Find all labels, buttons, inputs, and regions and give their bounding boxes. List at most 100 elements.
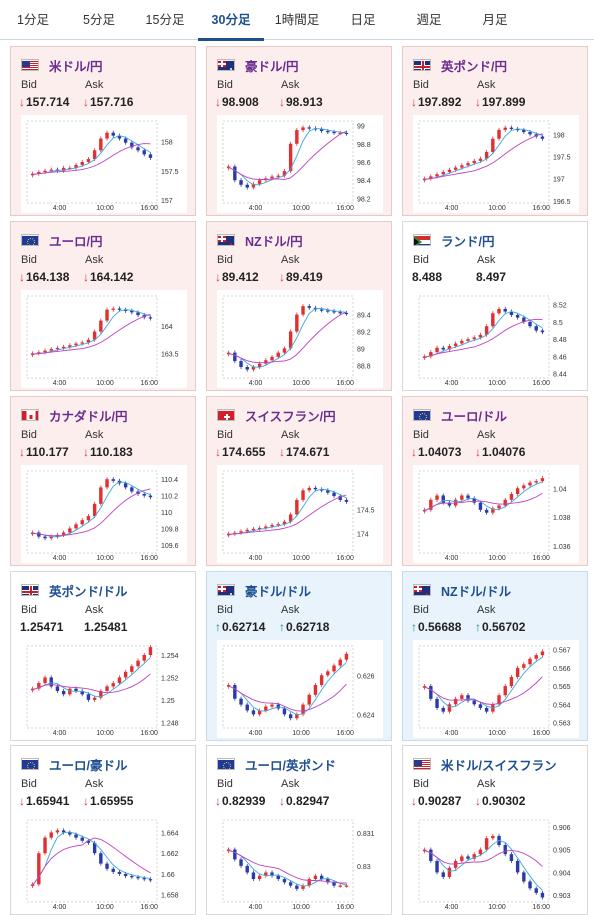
candle: [282, 348, 287, 353]
bid-label: Bid: [21, 79, 37, 91]
x-tick-label: 4:00: [53, 730, 67, 737]
candle: [441, 707, 445, 712]
price-chart[interactable]: 158 157.5 157 4:00 10:00 16:00: [21, 115, 187, 213]
candle: [429, 176, 433, 179]
price-chart[interactable]: 89.4 89.2 89 88.8 4:00 10:00 16:00: [217, 290, 383, 388]
price-chart[interactable]: 99 98.8 98.6 98.4 98.2 4:00 10:00 16:00: [217, 115, 383, 213]
price-chart[interactable]: 0.831 0.83 4:00 10:00 16:00: [217, 814, 383, 912]
rate-card[interactable]: 英ポンド/円 Bid Ask ↓197.892 ↓197.899 198 197.5 197 1…: [402, 46, 588, 216]
currency-flag-icon: [413, 59, 431, 71]
y-tick-label: 109.8: [161, 526, 179, 533]
currency-pair-name[interactable]: ユーロ/英ポンド: [245, 758, 336, 773]
rate-card[interactable]: ランド/円 Bid Ask 8.488 8.497 8.52 8.5 8.48 8.46 8.44…: [402, 221, 588, 391]
bid-value: ↓174.655: [215, 445, 265, 459]
rate-card[interactable]: 豪ドル/ドル Bid Ask ↑0.62714 ↑0.62718 0.626 0.624 4:…: [206, 571, 392, 741]
rate-card[interactable]: 豪ドル/円 Bid Ask ↓98.908 ↓98.913 99 98.8 98.6 98.4 9…: [206, 46, 392, 216]
price-chart[interactable]: 0.626 0.624 4:00 10:00 16:00: [217, 640, 383, 738]
tab-7[interactable]: 月足: [482, 13, 508, 27]
moving-average-long: [424, 318, 543, 358]
candle: [123, 138, 128, 143]
currency-pair-name[interactable]: スイスフラン/円: [245, 409, 336, 424]
candle: [515, 488, 520, 495]
candle: [344, 885, 349, 887]
ask-label: Ask: [85, 254, 104, 266]
rate-card[interactable]: ユーロ/円 Bid Ask ↓164.138 ↓164.142 164 163.5 4:00 1…: [10, 221, 196, 391]
candle: [130, 666, 134, 672]
price-chart[interactable]: 1.664 1.662 1.66 1.658 4:00 10:00 16:00: [21, 814, 187, 912]
bid-label: Bid: [217, 604, 233, 616]
rate-card[interactable]: 米ドル/円 Bid Ask ↓157.714 ↓157.716 158 157.5 157 4:…: [10, 46, 196, 216]
tab-3[interactable]: 30分足: [198, 0, 264, 41]
candle: [338, 132, 342, 135]
price-chart[interactable]: 110.4 110.2 110 109.8 109.6 4:00 10:00 16:00: [21, 465, 187, 563]
rate-card[interactable]: スイスフラン/円 Bid Ask ↓174.655 ↓174.671 174.5 174 4:…: [206, 396, 392, 566]
y-tick-label: 98.2: [357, 196, 371, 203]
tab-0[interactable]: 1分足: [17, 13, 49, 27]
candle: [37, 171, 41, 174]
moving-average-long: [228, 683, 347, 712]
rate-card[interactable]: ユーロ/ドル Bid Ask ↓1.04073 ↓1.04076 1.04 1.038 1.0…: [402, 396, 588, 566]
currency-pair-name[interactable]: 米ドル/スイスフラン: [441, 758, 557, 773]
candle: [429, 352, 433, 357]
price-chart[interactable]: 8.52 8.5 8.48 8.46 8.44 4:00 10:00 16:00: [413, 290, 579, 388]
candle: [301, 306, 305, 315]
price-chart[interactable]: 1.254 1.252 1.25 1.248 4:00 10:00 16:00: [21, 640, 187, 738]
currency-pair-name[interactable]: 米ドル/円: [49, 59, 103, 74]
candle: [528, 658, 532, 665]
tab-1[interactable]: 5分足: [83, 13, 115, 27]
rate-card[interactable]: カナダドル/円 Bid Ask ↓110.177 ↓110.183 110.4 110.2 1…: [10, 396, 196, 566]
ask-label: Ask: [477, 254, 496, 266]
y-tick-label: 163.5: [161, 351, 179, 358]
candle: [528, 881, 532, 889]
candle: [233, 849, 237, 860]
currency-pair-name[interactable]: NZドル/円: [245, 234, 303, 249]
currency-pair-name[interactable]: ユーロ/ドル: [441, 409, 507, 424]
candle: [276, 875, 280, 880]
price-chart[interactable]: 1.04 1.038 1.036 4:00 10:00 16:00: [413, 465, 579, 563]
price-chart[interactable]: 198 197.5 197 196.5 4:00 10:00 16:00: [413, 115, 579, 213]
currency-pair-name[interactable]: カナダドル/円: [49, 409, 128, 424]
rate-card[interactable]: 英ポンド/ドル Bid Ask 1.25471 1.25481 1.254 1.252 1.2…: [10, 571, 196, 741]
rate-card[interactable]: ユーロ/英ポンド Bid Ask ↓0.82939 ↓0.82947 0.831 0.83 4…: [206, 745, 392, 915]
candle: [338, 312, 342, 314]
price-chart[interactable]: 0.567 0.566 0.565 0.564 0.563 4:00 10:00 16:00: [413, 640, 579, 738]
rate-card[interactable]: NZドル/ドル Bid Ask ↑0.56688 ↑0.56702 0.567 0.566 0…: [402, 571, 588, 741]
ask-value: ↓157.716: [83, 95, 133, 109]
bid-price: 174.655: [222, 445, 266, 459]
tab-5[interactable]: 日足: [350, 13, 376, 27]
currency-pair-name[interactable]: 豪ドル/ドル: [245, 584, 311, 599]
currency-pair-name[interactable]: ユーロ/豪ドル: [49, 758, 128, 773]
moving-average-long: [424, 676, 543, 705]
tab-6[interactable]: 週足: [416, 13, 442, 27]
y-tick-label: 8.48: [553, 337, 567, 344]
tab-2[interactable]: 15分足: [145, 13, 185, 27]
candle: [447, 502, 452, 506]
candle: [251, 367, 256, 370]
rate-card[interactable]: NZドル/円 Bid Ask ↓89.412 ↓89.419 89.4 89.2 89 88.8…: [206, 221, 392, 391]
currency-pair-name[interactable]: NZドル/ドル: [441, 584, 512, 599]
candle: [92, 150, 97, 160]
price-chart[interactable]: 174.5 174 4:00 10:00 16:00: [217, 465, 383, 563]
currency-pair-name[interactable]: ランド/円: [441, 234, 495, 249]
candle: [80, 162, 84, 165]
y-tick-label: 110.4: [161, 477, 178, 484]
bid-direction-icon: ↓: [19, 794, 25, 808]
ask-label: Ask: [281, 254, 300, 266]
rate-card[interactable]: ユーロ/豪ドル Bid Ask ↓1.65941 ↓1.65955 1.664 1.662 1…: [10, 745, 196, 915]
candle: [239, 698, 243, 705]
tab-4[interactable]: 1時間足: [274, 13, 320, 27]
candle: [509, 127, 514, 129]
currency-pair-name[interactable]: ユーロ/円: [49, 234, 103, 249]
candle: [43, 837, 47, 854]
x-tick-label: 4:00: [249, 904, 263, 911]
currency-pair-name[interactable]: 英ポンド/ドル: [49, 584, 128, 599]
price-chart[interactable]: 0.906 0.905 0.904 0.903 4:00 10:00 16:00: [413, 814, 579, 912]
currency-pair-name[interactable]: 豪ドル/円: [245, 59, 299, 74]
candle: [301, 127, 305, 131]
rate-card[interactable]: 米ドル/スイスフラン Bid Ask ↓0.90287 ↓0.90302 0.906 0.9…: [402, 745, 588, 915]
price-chart[interactable]: 164 163.5 4:00 10:00 16:00: [21, 290, 187, 388]
x-tick-label: 4:00: [445, 904, 459, 911]
ask-label: Ask: [477, 604, 496, 616]
card-header: 豪ドル/ドル: [217, 582, 311, 599]
currency-pair-name[interactable]: 英ポンド/円: [441, 59, 507, 74]
